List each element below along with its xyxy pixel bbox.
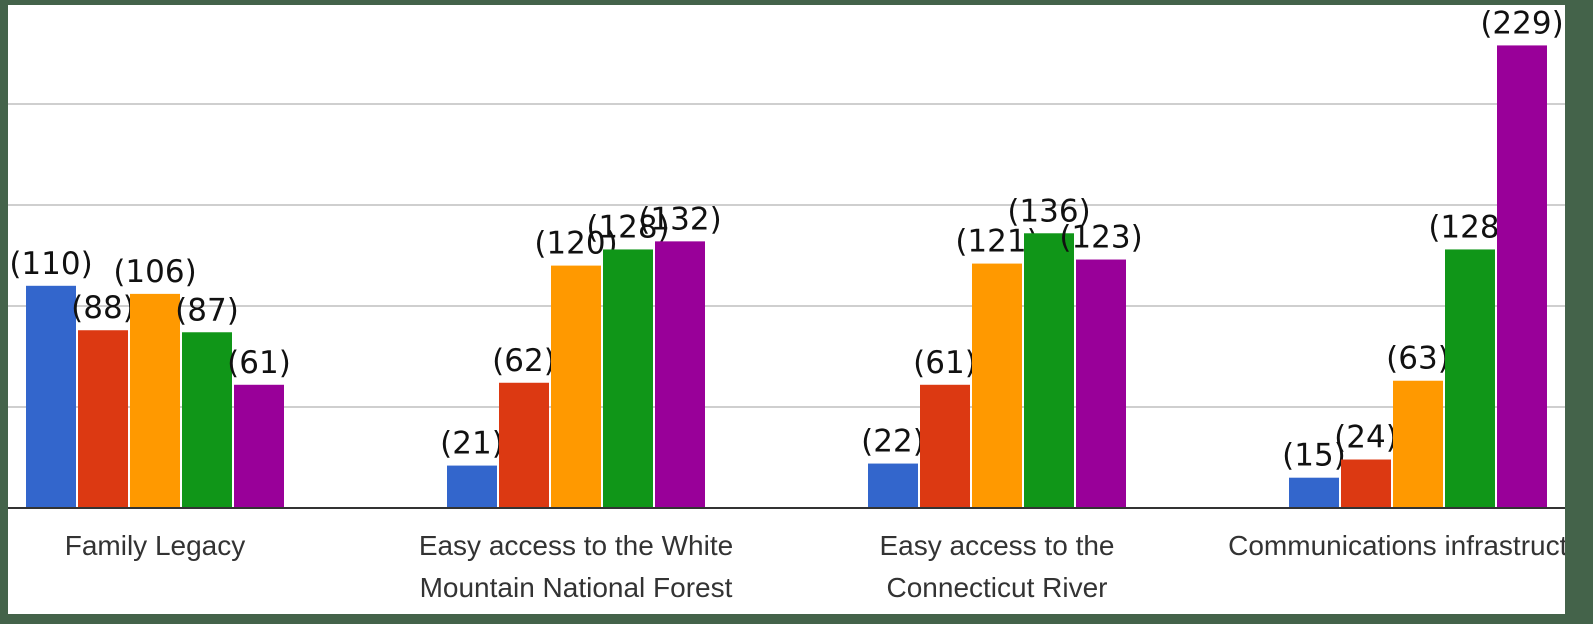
- data-label: (88): [71, 290, 135, 326]
- data-label: (22): [861, 424, 925, 460]
- bar: [655, 241, 705, 509]
- bar: [551, 265, 601, 508]
- data-label: (61): [913, 345, 977, 381]
- bar: [1024, 233, 1074, 508]
- bar: [1445, 249, 1495, 508]
- bar: [1393, 380, 1443, 508]
- bar: [1289, 477, 1339, 508]
- bar: [1341, 459, 1391, 508]
- x-tick-label: Easy access to the White Mountain Nation…: [418, 530, 734, 603]
- data-label: (106): [113, 254, 196, 290]
- bar: [26, 285, 76, 508]
- data-label: (15): [1282, 438, 1346, 474]
- data-label: (24): [1334, 420, 1398, 456]
- bar: [234, 384, 284, 508]
- data-label: (132): [638, 201, 721, 237]
- x-tick-label: Easy access to the Connecticut River: [879, 530, 1115, 603]
- bar: [447, 465, 497, 508]
- data-label: (62): [492, 343, 556, 379]
- data-label: (87): [175, 292, 239, 328]
- bar: [182, 332, 232, 508]
- bar: [972, 263, 1022, 508]
- data-label: (63): [1386, 341, 1450, 377]
- chart: (110)(88)(106)(87)(61)(21)(62)(120)(128)…: [8, 5, 1565, 509]
- data-label: (229): [1480, 5, 1563, 41]
- data-label: (61): [227, 345, 291, 381]
- bar: [1497, 45, 1547, 509]
- bar: [499, 382, 549, 508]
- bar: [1076, 259, 1126, 508]
- bar: [130, 293, 180, 508]
- x-tick-label: Family Legacy: [64, 530, 246, 561]
- chart-panel: (110) (88) (106) (87) (61) (21) (62) (120) (128)…: [8, 5, 1565, 614]
- data-label: (136): [1007, 193, 1090, 229]
- bar: [920, 384, 970, 508]
- data-label: (128): [586, 209, 669, 245]
- data-label: (110): [9, 246, 92, 282]
- bar: [868, 463, 918, 508]
- data-label: (21): [440, 426, 504, 462]
- bar: [603, 249, 653, 508]
- data-label: (123): [1059, 220, 1142, 256]
- x-tick-label: Communications infrastructure: [1228, 530, 1565, 561]
- bar: [78, 330, 128, 508]
